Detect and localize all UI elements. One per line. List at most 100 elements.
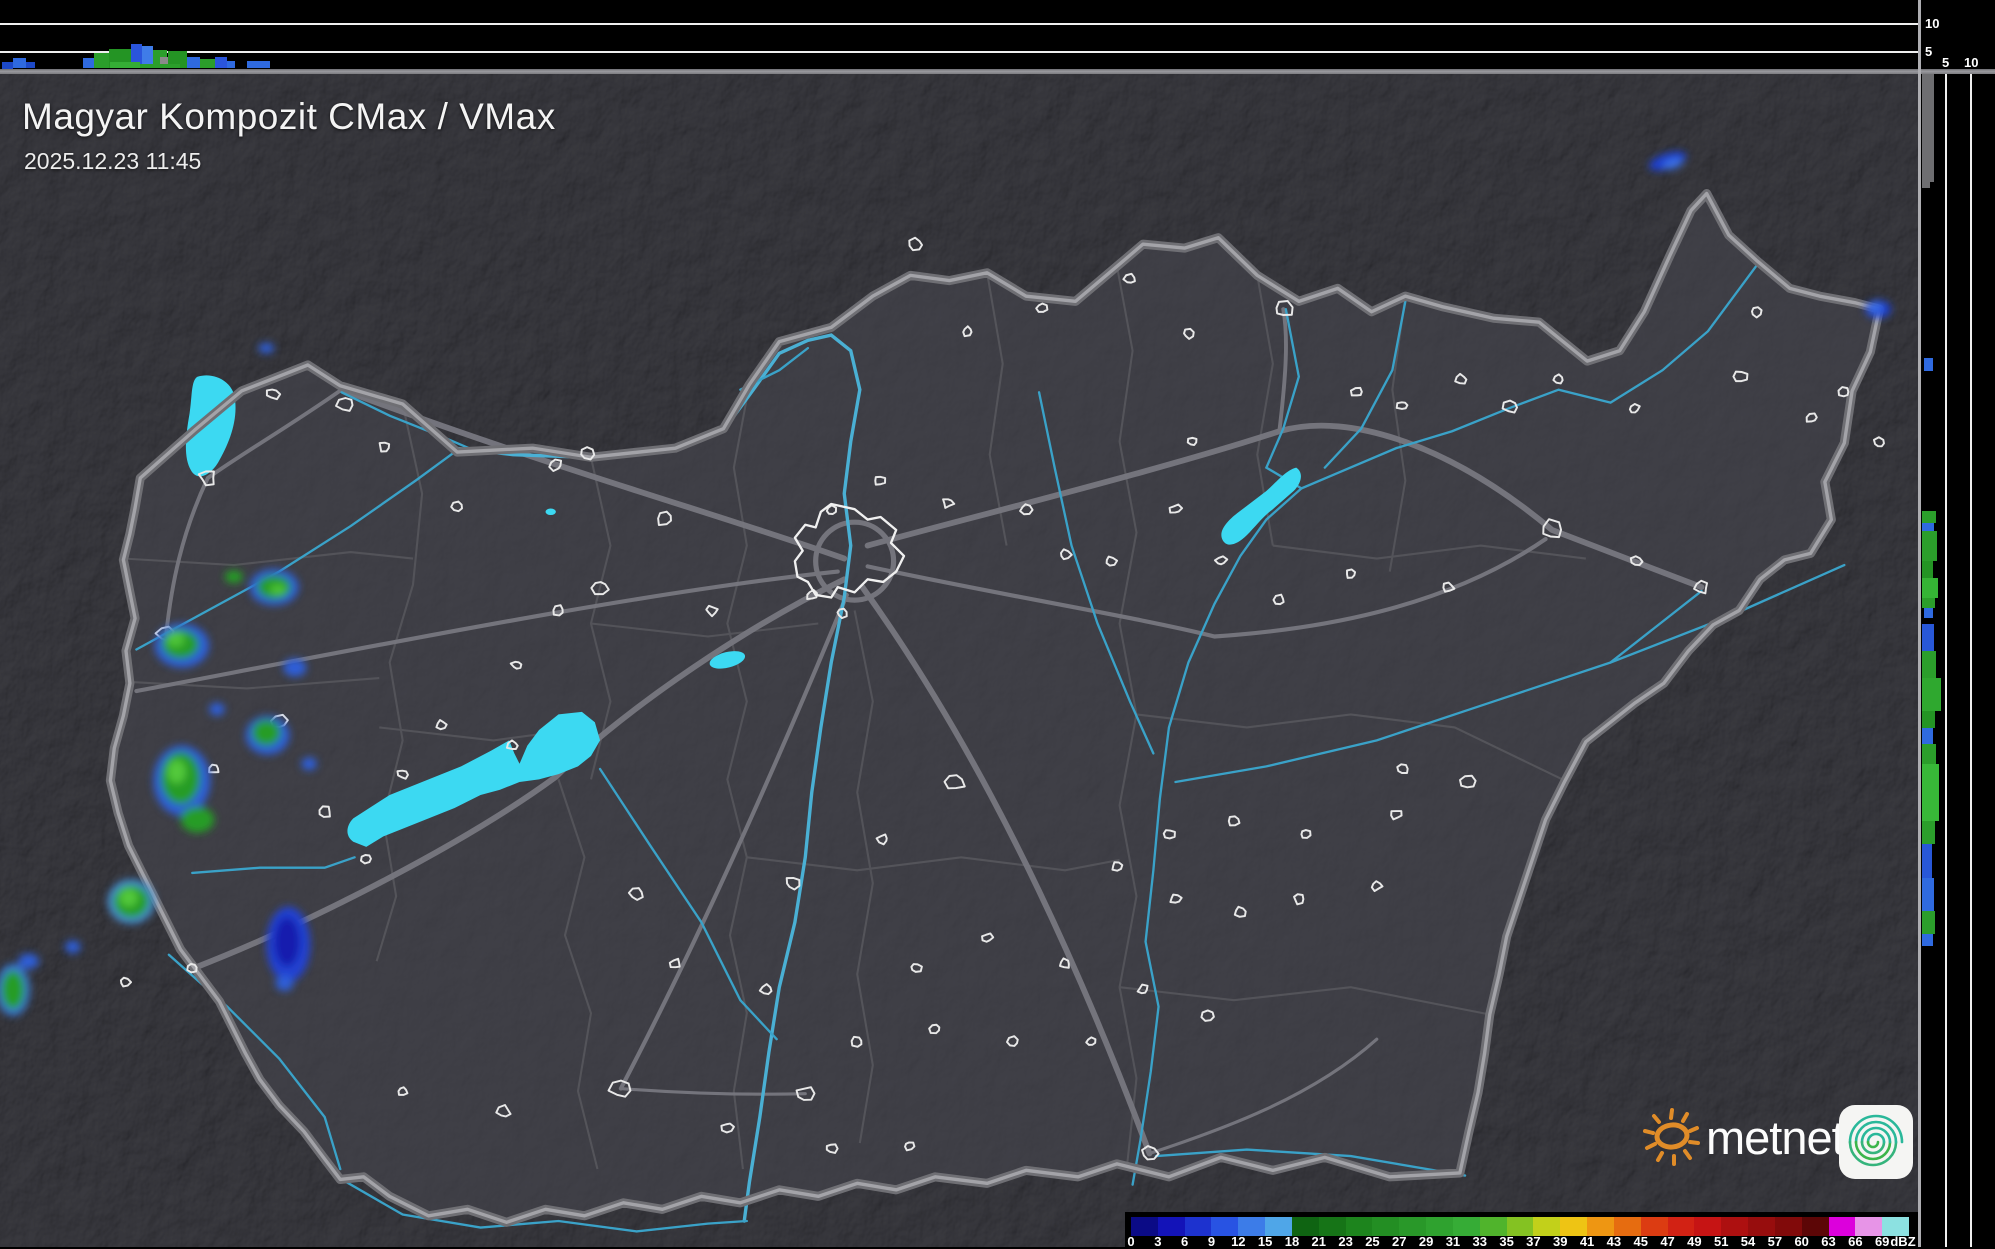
dbz-tick-label: 9 xyxy=(1207,1234,1216,1249)
cross-section-echo xyxy=(247,61,270,68)
city-outline xyxy=(1542,518,1563,539)
city-outline xyxy=(1454,372,1468,385)
city-outline xyxy=(1732,370,1749,383)
color-scale-cell xyxy=(1345,1217,1373,1236)
city-outline xyxy=(1168,503,1184,514)
dbz-tick-label: 43 xyxy=(1606,1234,1622,1249)
city-outline xyxy=(450,500,463,513)
color-scale-cell xyxy=(1452,1217,1480,1236)
metnet-logo: metnet xyxy=(1640,1092,1930,1192)
cross-section-echo xyxy=(1922,821,1935,844)
city-outline xyxy=(378,441,391,453)
city-outline xyxy=(943,774,966,790)
right-axis-label-5: 5 xyxy=(1942,55,1950,70)
color-scale-cells xyxy=(1131,1217,1910,1236)
color-scale-cell xyxy=(1801,1217,1829,1236)
city-outline xyxy=(908,236,924,252)
city-outline xyxy=(705,604,719,618)
radar-echo-blob xyxy=(119,888,138,907)
city-outline xyxy=(795,1086,816,1101)
cross-section-echo xyxy=(1922,651,1936,678)
dbz-tick-label: 27 xyxy=(1392,1234,1407,1249)
color-scale-cell xyxy=(1372,1217,1400,1236)
city-outline xyxy=(825,504,838,515)
radar-echo-blob xyxy=(209,702,225,716)
cross-section-echo xyxy=(1922,911,1935,934)
right-cross-section-panel xyxy=(1921,0,1995,1247)
dbz-unit-label: dBZ xyxy=(1890,1234,1916,1249)
cross-section-echo xyxy=(160,57,168,68)
city-outline xyxy=(1136,983,1149,995)
color-scale-cell xyxy=(1184,1217,1212,1236)
lake-tata xyxy=(545,508,556,516)
cross-section-echo xyxy=(2,62,13,69)
color-scale-cell xyxy=(1291,1217,1319,1236)
radar-echo-blob xyxy=(1869,302,1883,314)
city-outline xyxy=(1442,581,1456,593)
dbz-tick-label: 35 xyxy=(1499,1234,1514,1249)
page-title: Magyar Kompozit CMax / VMax xyxy=(22,96,556,137)
dbz-tick-label: 23 xyxy=(1338,1234,1353,1249)
radar-echo-blob xyxy=(1662,157,1683,170)
city-outline xyxy=(1227,815,1241,827)
cross-section-echo xyxy=(1922,934,1933,946)
city-outline xyxy=(904,1141,916,1152)
brand-text: metnet xyxy=(1706,1111,1845,1164)
dbz-tick-label: 12 xyxy=(1231,1234,1246,1249)
cross-section-echo xyxy=(1922,531,1937,561)
timestamp: 2025.12.23 11:45 xyxy=(24,148,202,174)
city-outline xyxy=(1186,436,1198,446)
city-outline xyxy=(1693,579,1709,595)
dbz-tick-label: 69 xyxy=(1874,1234,1890,1249)
radar-echo-blob xyxy=(270,584,286,595)
color-scale-cell xyxy=(1131,1217,1158,1236)
radar-echo-blob xyxy=(224,570,243,584)
cross-section-echo xyxy=(227,61,235,68)
city-outline xyxy=(548,458,563,472)
dbz-tick-label: 37 xyxy=(1526,1234,1541,1249)
city-outline xyxy=(657,510,672,527)
city-outline xyxy=(197,470,215,487)
top-strip-gridline-5km xyxy=(0,51,1918,53)
city-outline xyxy=(318,805,331,818)
radar-echo-blob xyxy=(283,658,307,677)
city-outline xyxy=(186,962,198,974)
city-outline xyxy=(1006,1035,1019,1047)
city-outline xyxy=(758,983,773,996)
city-outline xyxy=(1162,829,1176,840)
color-scale-cell xyxy=(1587,1217,1614,1236)
dbz-tick-label: 57 xyxy=(1767,1234,1783,1249)
lake-tisza xyxy=(1221,467,1301,545)
radar-echo-blob xyxy=(275,975,294,992)
dbz-tick-label: 18 xyxy=(1284,1234,1300,1249)
dbz-color-scale: 0 3 6 9 12 15 18 21 23 25 27 29 31 33 35 37 39 41 43 45 47 49… xyxy=(1125,1212,1918,1249)
color-scale-cell xyxy=(1238,1217,1266,1236)
city-outline xyxy=(396,769,409,780)
color-scale-cell xyxy=(1318,1217,1346,1236)
cross-section-echo xyxy=(26,62,35,68)
radar-echo-blob xyxy=(251,719,281,746)
color-scale-cell xyxy=(1157,1217,1185,1236)
color-scale-cell xyxy=(1211,1217,1239,1236)
radar-echo-blob xyxy=(64,940,81,954)
city-outline xyxy=(1501,399,1519,414)
radar-echo-blob xyxy=(301,757,317,771)
top-axis-label-5: 5 xyxy=(1925,44,1933,59)
rivers xyxy=(135,265,1846,1233)
cross-section-echo xyxy=(83,58,94,68)
cross-section-echo xyxy=(142,46,153,68)
city-outline xyxy=(1628,403,1641,414)
city-outline xyxy=(208,763,220,774)
city-outline xyxy=(785,876,801,891)
dbz-tick-label: 45 xyxy=(1633,1234,1648,1249)
color-scale-cell xyxy=(1640,1217,1668,1236)
radar-echo-blob xyxy=(258,342,275,354)
city-outline xyxy=(1275,299,1294,316)
cross-section-echo xyxy=(110,62,140,68)
cross-section-echo xyxy=(140,64,180,68)
cross-section-echo xyxy=(200,59,215,68)
panel-divider-vertical xyxy=(1918,0,1921,1247)
color-scale-cell xyxy=(1694,1217,1722,1236)
color-scale-cell xyxy=(1533,1217,1561,1236)
